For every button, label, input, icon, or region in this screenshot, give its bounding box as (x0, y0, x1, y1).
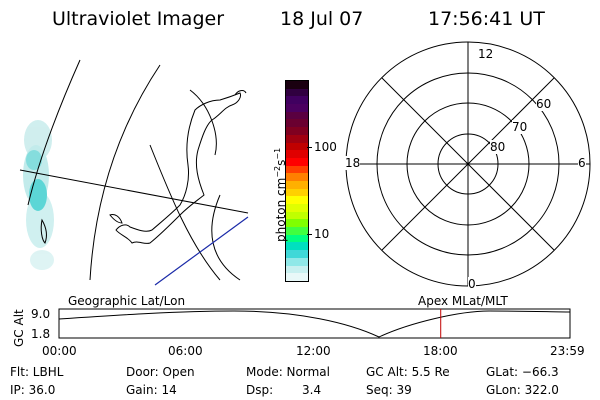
colorbar-band (286, 157, 308, 166)
info-ip: IP: 36.0 (10, 383, 56, 397)
latitude-arc (211, 194, 241, 281)
mlat-label-60: 60 (536, 97, 552, 111)
timeline-xtick-1800: 18:00 (423, 344, 458, 358)
info-door: Door: Open (126, 365, 195, 379)
coastline (40, 218, 47, 244)
geographic-caption: Geographic Lat/Lon (68, 294, 186, 308)
colorbar-band (286, 81, 308, 89)
colorbar-band (286, 211, 308, 220)
info-seq: Seq: 39 (366, 383, 412, 397)
timeline-ylabel: GC Alt (12, 309, 26, 347)
colorbar-band (286, 227, 308, 235)
colorbar-band (286, 250, 308, 258)
colorbar-band (286, 219, 308, 228)
meridian-line (27, 59, 81, 206)
colorbar-band (286, 127, 308, 135)
colorbar-tick-label-100: 100 (314, 140, 337, 154)
altitude-curve (58, 310, 571, 338)
colorbar-band (286, 265, 308, 274)
timeline-xtick-0600: 06:00 (168, 344, 203, 358)
colorbar-unit-label: photon cm−2s−1 (273, 147, 288, 242)
mlat-label-70: 70 (512, 120, 528, 134)
polar-plot (345, 41, 591, 287)
terminator-line (154, 216, 249, 286)
meridian-line (189, 89, 217, 156)
info-filter: Flt: LBHL (10, 365, 64, 379)
geographic-map (19, 59, 249, 286)
apex-caption: Apex MLat/MLT (418, 294, 508, 308)
header-time: 17:56:41 UT (428, 8, 545, 30)
info-dsp-value: 3.4 (302, 383, 322, 397)
altitude-timeline (58, 308, 571, 339)
mlt-label-12: 12 (478, 47, 494, 61)
latitude-arc (149, 144, 221, 281)
colorbar-band (286, 188, 308, 197)
info-gain: Gain: 14 (126, 383, 177, 397)
timeline-ytick-top: 9.0 (31, 307, 51, 321)
colorbar-band (286, 119, 308, 128)
timeline-xtick-2359: 23:59 (550, 344, 585, 358)
coastline (109, 214, 123, 224)
info-glon: GLon: 322.0 (486, 383, 559, 397)
mlt-label-18: 18 (345, 156, 361, 170)
colorbar-band (286, 142, 308, 151)
coastline (115, 92, 241, 244)
info-mode: Mode: Normal (246, 365, 330, 379)
info-dsp-label: Dsp: (246, 383, 274, 397)
header-date: 18 Jul 07 (280, 8, 364, 30)
mlt-label-0: 0 (468, 277, 476, 291)
colorbar (285, 80, 309, 282)
auroral-emission (23, 120, 54, 270)
colorbar-band (286, 150, 308, 158)
timeline-xtick-1200: 12:00 (296, 344, 331, 358)
mlt-label-6: 6 (578, 156, 586, 170)
colorbar-tick-label-10: 10 (314, 227, 330, 241)
colorbar-band (286, 96, 308, 105)
mlat-label-80: 80 (490, 140, 506, 154)
colorbar-band (286, 257, 308, 266)
colorbar-band (286, 104, 308, 112)
colorbar-tick-10 (307, 234, 312, 235)
timeline-xtick-0000: 00:00 (42, 344, 77, 358)
info-glat: GLat: −66.3 (486, 365, 559, 379)
colorbar-band (286, 111, 308, 120)
colorbar-band (286, 88, 308, 97)
colorbar-band (286, 196, 308, 204)
colorbar-band (286, 242, 308, 251)
colorbar-band (286, 273, 308, 281)
coastline (234, 90, 247, 96)
app-title: Ultraviolet Imager (52, 8, 225, 30)
colorbar-band (286, 234, 308, 243)
timeline-ytick-bottom: 1.8 (31, 327, 51, 341)
info-gc-alt: GC Alt: 5.5 Re (366, 365, 450, 379)
meridian-line (89, 64, 161, 281)
colorbar-band (286, 173, 308, 181)
colorbar-band (286, 165, 308, 174)
polar-diagonal (381, 77, 555, 251)
equator-line (19, 169, 249, 214)
colorbar-band (286, 204, 308, 212)
colorbar-tick-100 (307, 147, 312, 148)
colorbar-band (286, 134, 308, 143)
colorbar-band (286, 180, 308, 189)
